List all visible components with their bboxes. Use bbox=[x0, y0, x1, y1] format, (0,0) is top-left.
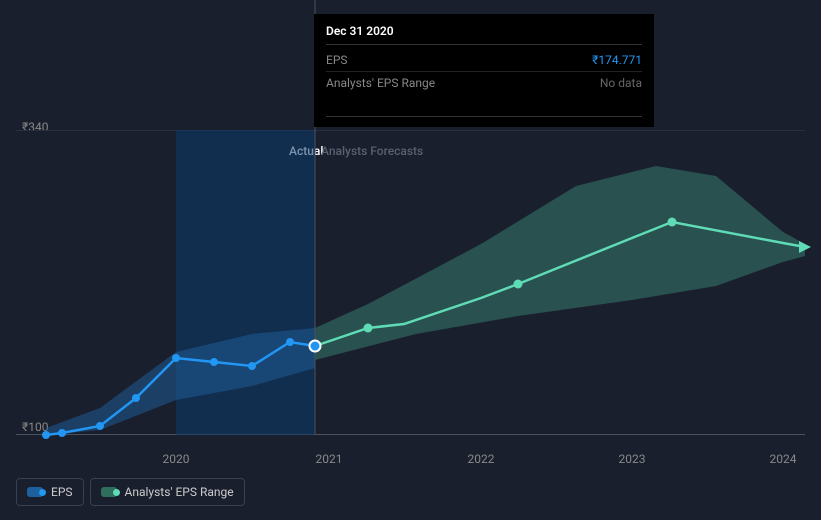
plot-area[interactable] bbox=[16, 130, 805, 435]
tooltip-label: Analysts' EPS Range bbox=[326, 76, 435, 90]
x-tick-label: 2021 bbox=[316, 452, 343, 466]
legend-label: Analysts' EPS Range bbox=[125, 485, 234, 499]
legend-swatch bbox=[101, 487, 117, 497]
legend-dot bbox=[113, 489, 120, 496]
x-tick-label: 2020 bbox=[163, 452, 190, 466]
tooltip-divider bbox=[326, 116, 642, 117]
eps-chart: Dec 31 2020 EPS ₹174.771 Analysts' EPS R… bbox=[0, 0, 821, 520]
chart-tooltip: Dec 31 2020 EPS ₹174.771 Analysts' EPS R… bbox=[314, 14, 654, 127]
legend-label: EPS bbox=[51, 485, 73, 499]
tooltip-value: ₹174.771 bbox=[592, 53, 642, 67]
legend-dot bbox=[39, 489, 46, 496]
x-tick-label: 2023 bbox=[619, 452, 646, 466]
tooltip-row-eps: EPS ₹174.771 bbox=[326, 51, 642, 69]
x-tick-label: 2024 bbox=[770, 452, 797, 466]
legend: EPS Analysts' EPS Range bbox=[16, 478, 245, 506]
legend-item-eps[interactable]: EPS bbox=[16, 478, 84, 506]
tooltip-date: Dec 31 2020 bbox=[326, 24, 642, 45]
chart-svg bbox=[16, 130, 805, 435]
x-tick-label: 2022 bbox=[468, 452, 495, 466]
legend-swatch bbox=[27, 487, 43, 497]
legend-item-range[interactable]: Analysts' EPS Range bbox=[90, 478, 245, 506]
tooltip-row-range: Analysts' EPS Range No data bbox=[326, 71, 642, 92]
tooltip-label: EPS bbox=[326, 53, 348, 67]
tooltip-value: No data bbox=[600, 76, 642, 90]
